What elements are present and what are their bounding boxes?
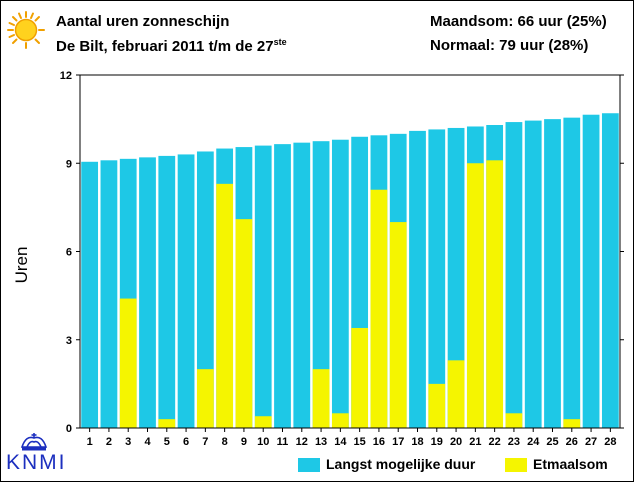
x-tick-label: 8 xyxy=(222,436,228,448)
bar-daily-sum xyxy=(196,369,214,428)
y-tick-label: 6 xyxy=(66,247,72,259)
bar-max-duration xyxy=(100,160,118,428)
bar-daily-sum xyxy=(563,419,581,428)
bar-max-duration xyxy=(563,117,581,428)
bar-max-duration xyxy=(524,120,542,429)
x-tick-label: 12 xyxy=(296,436,308,448)
bar-max-duration xyxy=(158,155,176,429)
legend-swatch-daily xyxy=(505,458,527,472)
x-tick-label: 1 xyxy=(87,436,93,448)
x-tick-label: 28 xyxy=(604,436,616,448)
bar-daily-sum xyxy=(505,413,523,428)
subtitle-superscript: ste xyxy=(273,37,287,47)
plot-border xyxy=(79,74,621,429)
bar-max-duration xyxy=(447,127,465,428)
y-tick-label: 3 xyxy=(66,335,72,347)
crown-icon xyxy=(20,433,48,451)
x-tick-label: 10 xyxy=(257,436,269,448)
bar-daily-sum xyxy=(486,160,504,428)
month-sum: Maandsom: 66 uur (25%) xyxy=(430,13,607,30)
bar-daily-sum xyxy=(254,416,272,428)
bar-max-duration xyxy=(196,151,214,428)
y-tick-label: 9 xyxy=(66,158,72,170)
x-tick-label: 16 xyxy=(373,436,385,448)
bar-daily-sum xyxy=(216,183,234,428)
x-tick-label: 5 xyxy=(164,436,170,448)
x-tick-label: 15 xyxy=(354,436,366,448)
bar-max-duration xyxy=(582,114,600,429)
x-tick-label: 9 xyxy=(241,436,247,448)
subtitle-text: De Bilt, februari 2011 t/m de 27 xyxy=(56,38,274,55)
x-tick-label: 24 xyxy=(527,436,540,448)
x-tick-label: 3 xyxy=(125,436,131,448)
bar-max-duration xyxy=(81,161,99,428)
bar-max-duration xyxy=(505,122,523,429)
x-tick-label: 14 xyxy=(334,436,347,448)
x-tick-label: 25 xyxy=(546,436,558,448)
x-tick-label: 13 xyxy=(315,436,327,448)
legend-label-max: Langst mogelijke duur xyxy=(326,456,476,472)
y-tick-label: 12 xyxy=(60,70,72,82)
bar-daily-sum xyxy=(447,360,465,428)
bar-max-duration xyxy=(428,129,446,428)
sun-icon xyxy=(7,11,45,49)
bar-daily-sum xyxy=(158,419,176,428)
x-tick-label: 19 xyxy=(431,436,443,448)
bar-max-duration xyxy=(601,113,619,428)
bar-max-duration xyxy=(331,139,349,428)
bar-daily-sum xyxy=(119,298,137,428)
normal-sum: Normaal: 79 uur (28%) xyxy=(430,37,589,54)
chart-title: Aantal uren zonneschijn xyxy=(56,13,230,30)
x-tick-label: 23 xyxy=(508,436,520,448)
bar-max-duration xyxy=(139,157,156,428)
bar-daily-sum xyxy=(389,222,407,428)
bar-daily-sum xyxy=(428,383,446,428)
x-tick-label: 21 xyxy=(469,436,481,448)
x-tick-label: 17 xyxy=(392,436,404,448)
legend-swatch-max xyxy=(298,458,320,472)
bar-daily-sum xyxy=(351,327,369,428)
chart-subtitle: De Bilt, februari 2011 t/m de 27ste xyxy=(56,37,287,55)
bar-daily-sum xyxy=(235,219,253,428)
x-tick-label: 4 xyxy=(144,436,151,448)
bar-daily-sum xyxy=(466,163,484,428)
x-tick-label: 11 xyxy=(277,436,289,448)
x-tick-label: 22 xyxy=(489,436,501,448)
bar-daily-sum xyxy=(331,413,349,428)
legend-label-daily: Etmaalsom xyxy=(533,456,608,472)
x-tick-label: 18 xyxy=(411,436,423,448)
x-tick-label: 2 xyxy=(106,436,112,448)
bar-daily-sum xyxy=(370,189,388,428)
knmi-logo: KNMI xyxy=(6,432,66,476)
bar-max-duration xyxy=(544,119,561,428)
knmi-logo-text: KNMI xyxy=(6,451,67,474)
y-tick-label: 0 xyxy=(66,423,72,435)
bar-max-duration xyxy=(293,142,311,429)
x-tick-label: 6 xyxy=(183,436,189,448)
x-tick-label: 20 xyxy=(450,436,462,448)
bar-max-duration xyxy=(409,130,426,428)
bar-max-duration xyxy=(254,145,272,428)
bar-max-duration xyxy=(312,141,330,428)
x-tick-label: 27 xyxy=(585,436,597,448)
bar-max-duration xyxy=(177,154,195,429)
bar-max-duration xyxy=(274,144,291,429)
x-tick-label: 26 xyxy=(566,436,578,448)
x-tick-label: 7 xyxy=(202,436,208,448)
bar-daily-sum xyxy=(312,369,330,428)
